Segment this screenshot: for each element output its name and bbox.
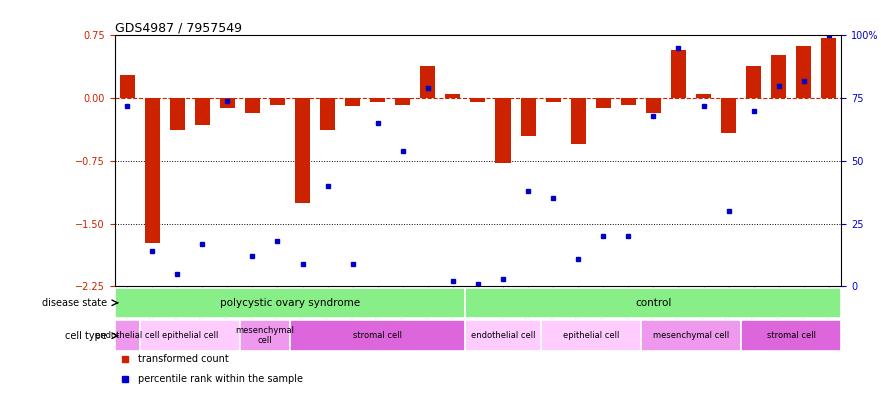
Bar xyxy=(571,98,586,144)
Bar xyxy=(245,98,260,113)
Text: epithelial cell: epithelial cell xyxy=(161,331,218,340)
Bar xyxy=(115,288,465,318)
Bar xyxy=(345,98,360,107)
Bar xyxy=(396,98,411,105)
Bar xyxy=(446,94,461,98)
Bar xyxy=(270,98,285,105)
Bar xyxy=(521,98,536,136)
Text: epithelial cell: epithelial cell xyxy=(563,331,619,340)
Bar xyxy=(821,38,836,98)
Bar xyxy=(621,98,636,105)
Bar xyxy=(320,98,335,130)
Bar xyxy=(240,320,290,351)
Bar xyxy=(115,320,139,351)
Text: cell type: cell type xyxy=(65,331,107,341)
Text: GDS4987 / 7957549: GDS4987 / 7957549 xyxy=(115,21,241,34)
Bar xyxy=(195,98,210,125)
Bar xyxy=(144,98,159,243)
Text: polycystic ovary syndrome: polycystic ovary syndrome xyxy=(220,298,360,308)
Text: stromal cell: stromal cell xyxy=(353,331,403,340)
Bar xyxy=(139,320,240,351)
Text: transformed count: transformed count xyxy=(137,354,228,364)
Bar xyxy=(545,98,560,102)
Text: endothelial cell: endothelial cell xyxy=(95,331,159,340)
Bar xyxy=(646,98,661,113)
Bar xyxy=(696,94,711,98)
Bar xyxy=(295,98,310,203)
Text: endothelial cell: endothelial cell xyxy=(470,331,536,340)
Bar xyxy=(465,288,841,318)
Text: mesenchymal cell: mesenchymal cell xyxy=(653,331,729,340)
Bar xyxy=(541,320,640,351)
Bar xyxy=(290,320,465,351)
Bar xyxy=(420,66,435,98)
Bar xyxy=(219,98,235,108)
Bar xyxy=(370,98,385,102)
Bar xyxy=(771,55,786,98)
Text: control: control xyxy=(635,298,671,308)
Bar xyxy=(721,98,737,133)
Bar xyxy=(741,320,841,351)
Bar xyxy=(796,46,811,98)
Text: disease state: disease state xyxy=(42,298,107,308)
Bar xyxy=(495,98,510,163)
Bar xyxy=(746,66,761,98)
Text: stromal cell: stromal cell xyxy=(766,331,816,340)
Bar xyxy=(596,98,611,108)
Bar xyxy=(465,320,541,351)
Bar xyxy=(170,98,185,130)
Bar xyxy=(671,50,686,98)
Bar xyxy=(120,75,135,98)
Text: mesenchymal
cell: mesenchymal cell xyxy=(235,326,294,345)
Text: percentile rank within the sample: percentile rank within the sample xyxy=(137,374,303,384)
Bar xyxy=(640,320,741,351)
Bar xyxy=(470,98,485,102)
